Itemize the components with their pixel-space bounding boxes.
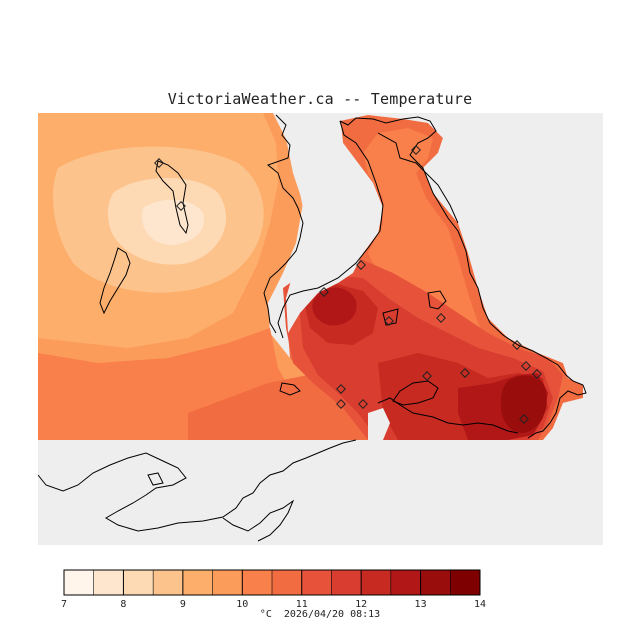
coast-south-2 [222, 499, 295, 542]
station-marker[interactable] [460, 368, 470, 378]
island-1 [155, 160, 189, 235]
legend-ticks: 7 8 9 10 11 12 13 14 [61, 570, 486, 610]
map-title: VictoriaWeather.ca -- Temperature [167, 90, 473, 108]
legend-tick-label: 12 [355, 599, 367, 610]
legend-tick-label: 14 [474, 599, 486, 610]
coast-saanich-west [339, 116, 584, 386]
island-4 [427, 290, 447, 310]
legend-tick-label: 10 [236, 599, 248, 610]
legend-swatch [93, 570, 124, 595]
coast-peninsula-east [377, 132, 459, 224]
station-marker[interactable] [336, 399, 346, 409]
water [273, 113, 603, 440]
coast-saanich-inlet [277, 120, 384, 339]
coast-victoria-south [527, 384, 587, 439]
station-marker[interactable] [436, 313, 446, 323]
legend-swatch [272, 570, 302, 595]
legend-tick-label: 11 [296, 599, 308, 610]
color-legend: 7 8 9 10 11 12 13 14 [61, 569, 486, 610]
station-markers [154, 145, 542, 424]
legend-swatch [242, 570, 272, 595]
temperature-field [38, 113, 583, 440]
station-marker[interactable] [319, 287, 329, 297]
coast-south-mainland [38, 439, 357, 532]
legend-swatch [301, 570, 332, 595]
legend-tick-label: 7 [61, 599, 67, 610]
timestamp: 2026/04/20 08:13 [283, 609, 381, 620]
legend-tick-label: 8 [120, 599, 126, 610]
coastlines [38, 114, 587, 542]
contour-band-east-9 [500, 375, 547, 433]
temperature-map [38, 113, 603, 545]
legend-swatch [182, 570, 213, 595]
island-2 [99, 247, 131, 315]
map-footer: °C 2026/04/20 08:13 [0, 609, 640, 620]
legend-tick-label: 13 [415, 599, 427, 610]
contour-band-west-5 [142, 199, 204, 245]
legend-swatch [361, 570, 391, 595]
station-marker[interactable] [532, 369, 542, 379]
island-south [147, 472, 164, 486]
station-marker[interactable] [154, 158, 164, 168]
station-marker[interactable] [521, 361, 531, 371]
legend-swatch [153, 570, 183, 595]
island-5 [279, 382, 301, 396]
legend-swatch [450, 570, 480, 595]
station-marker[interactable] [176, 201, 186, 211]
station-marker[interactable] [422, 371, 432, 381]
legend-tick-label: 9 [180, 599, 186, 610]
legend-swatches [64, 570, 480, 595]
station-marker[interactable] [358, 399, 368, 409]
legend-swatch [123, 570, 154, 595]
temperature-unit: °C [259, 609, 272, 620]
station-marker[interactable] [336, 384, 346, 394]
victoria-harbour [377, 397, 519, 434]
station-marker[interactable] [356, 260, 366, 270]
legend-swatch [64, 570, 94, 595]
coast-west-mainland [263, 114, 304, 334]
station-marker[interactable] [384, 316, 394, 326]
legend-swatch [390, 570, 421, 595]
legend-swatch [212, 570, 243, 595]
contour-band-east-2 [363, 128, 488, 343]
legend-swatch [420, 570, 451, 595]
station-marker[interactable] [411, 145, 421, 155]
station-marker[interactable] [512, 340, 522, 350]
legend-swatch [331, 570, 362, 595]
contour-band-east-7 [312, 287, 357, 326]
station-marker[interactable] [519, 414, 529, 424]
